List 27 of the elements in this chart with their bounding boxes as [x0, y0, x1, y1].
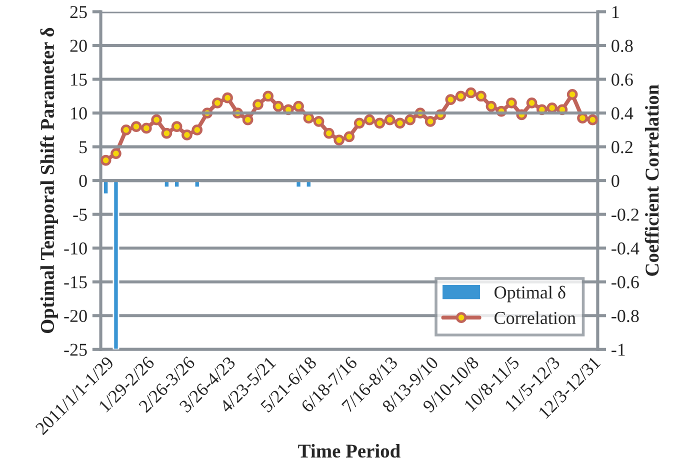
y-tick-label: -10: [64, 242, 87, 255]
y-axis-title: Optimal Temporal Shift Parameter δ: [40, 28, 58, 334]
y-tick-label: -20: [64, 310, 87, 322]
y2-axis-title: Coefficient Correlation: [644, 84, 659, 276]
y2-tick-label: 0.4: [612, 107, 634, 120]
y-tick-label: -15: [64, 276, 87, 288]
y2-tick-label: -1: [612, 344, 625, 356]
y-tick-label: 0: [79, 174, 87, 188]
x-axis-title: Time Period: [298, 444, 400, 458]
y-tick-label: 25: [70, 6, 87, 18]
legend-label: Optimal δ: [494, 286, 566, 302]
y2-tick-label: 1: [612, 6, 619, 18]
y2-tick-label: -0.6: [612, 276, 639, 288]
y2-tick-label: 0.8: [612, 40, 633, 52]
y2-tick-label: 0: [612, 174, 620, 188]
y-tick-label: 15: [71, 74, 87, 86]
y-tick-label: 5: [80, 141, 87, 154]
y2-tick-label: -0.4: [612, 242, 640, 255]
y2-tick-label: -0.2: [612, 208, 638, 221]
y-tick-label: -5: [73, 208, 87, 221]
legend-label: Correlation: [494, 311, 576, 324]
y-tick-label: 20: [70, 40, 87, 52]
y2-tick-label: 0.6: [612, 74, 633, 86]
y-tick-label: -25: [64, 344, 87, 356]
y-tick-label: 10: [71, 107, 87, 120]
y2-tick-label: -0.8: [612, 310, 639, 322]
y2-tick-label: 0.2: [612, 141, 632, 154]
